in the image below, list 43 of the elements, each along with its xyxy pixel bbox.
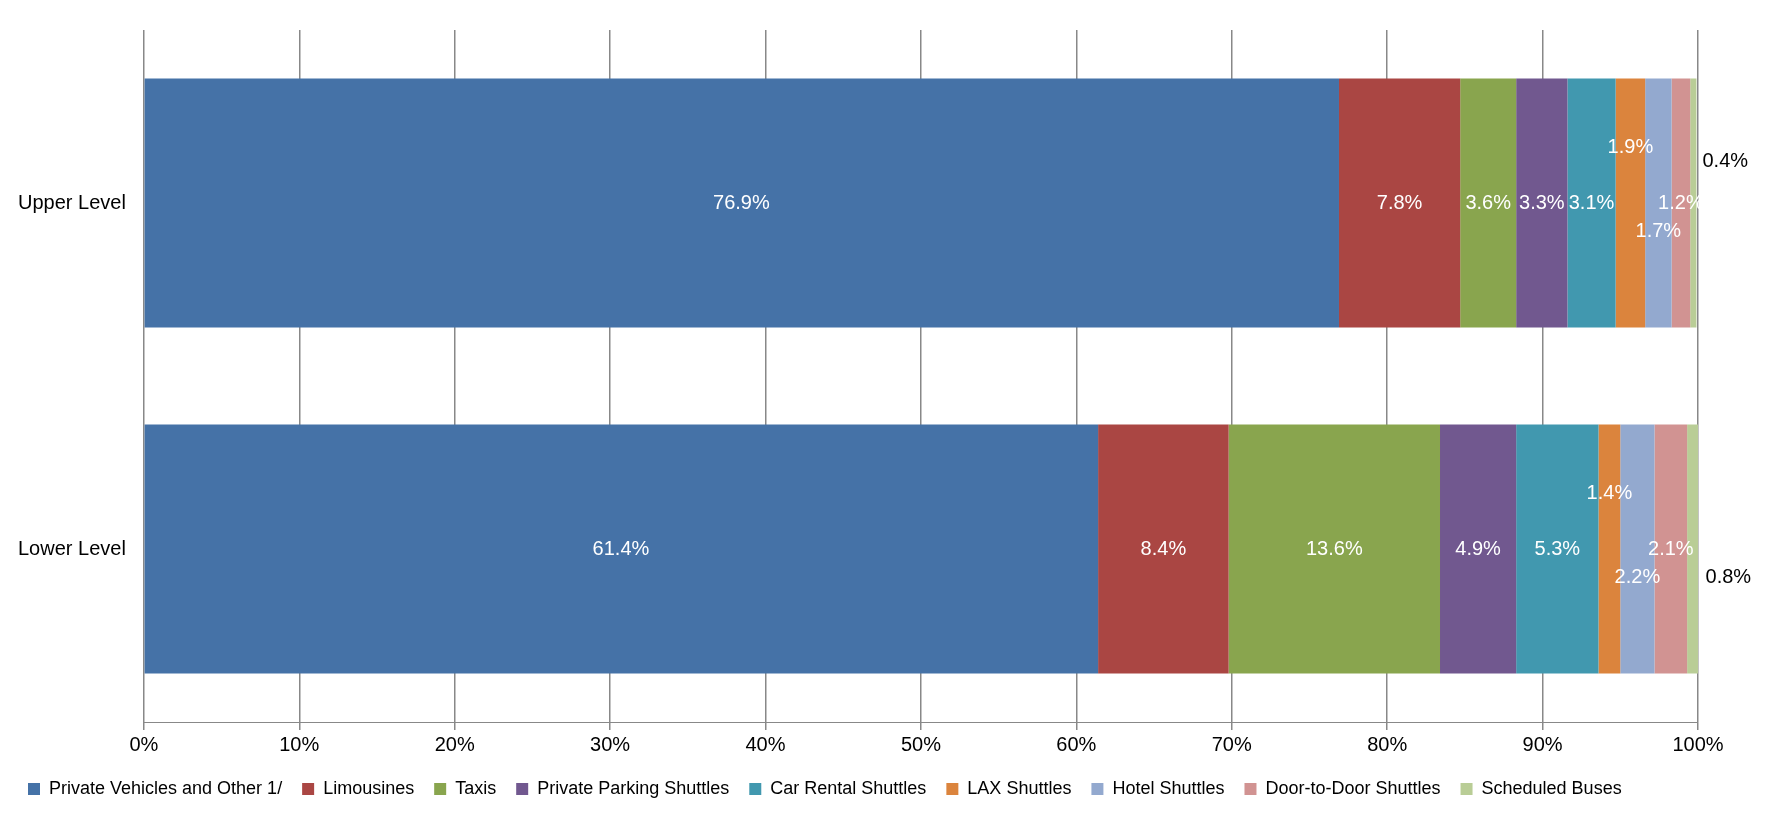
x-tick-label: 70%: [1211, 732, 1252, 755]
data-label: 3.3%: [1519, 190, 1565, 213]
legend-label: LAX Shuttles: [967, 777, 1072, 798]
data-label: 0.4%: [1702, 148, 1749, 171]
x-tick-label: 50%: [900, 732, 942, 755]
data-label: 0.8%: [1705, 564, 1752, 587]
bar: [144, 424, 1099, 674]
x-tick-label: 80%: [1367, 732, 1408, 755]
legend-label: Scheduled Buses: [1481, 777, 1622, 798]
data-label: 8.4%: [1140, 536, 1187, 559]
x-tick-label: 40%: [745, 732, 786, 755]
bar: [144, 78, 1339, 328]
data-label: 3.6%: [1465, 190, 1512, 213]
x-tick-label: 20%: [434, 732, 475, 755]
x-tick-label: 60%: [1056, 732, 1097, 755]
bar: [1338, 78, 1461, 328]
x-tick-label: 90%: [1522, 732, 1563, 755]
bar: [1228, 424, 1441, 674]
legend-label: Limousines: [323, 777, 415, 798]
legend-label: Car Rental Shuttles: [770, 777, 927, 798]
legend-label: Private Vehicles and Other 1/: [49, 777, 283, 798]
x-tick-label: 0%: [129, 732, 159, 755]
bar: [1098, 424, 1229, 674]
legend-label: Private Parking Shuttles: [537, 777, 730, 798]
data-label: 76.9%: [713, 190, 770, 213]
data-label: 3.1%: [1568, 190, 1615, 213]
data-label: 13.6%: [1305, 536, 1363, 559]
legend-label: Hotel Shuttles: [1112, 777, 1225, 798]
y-tick-label: Lower Level: [18, 536, 126, 559]
data-label: 5.3%: [1534, 536, 1581, 559]
data-label: 1.4%: [1586, 480, 1633, 503]
data-label: 7.8%: [1376, 190, 1423, 213]
legend-label: Door-to-Door Shuttles: [1265, 777, 1441, 798]
legend-label: Taxis: [455, 777, 497, 798]
x-tick-label: 100%: [1672, 732, 1724, 755]
y-tick-label: Upper Level: [18, 190, 126, 213]
data-label: 61.4%: [592, 536, 650, 559]
bar: [1440, 424, 1517, 674]
bar: [1460, 78, 1517, 328]
x-tick-label: 10%: [279, 732, 320, 755]
bar: [1516, 78, 1568, 328]
x-tick-label: 30%: [590, 732, 631, 755]
data-label: 4.9%: [1455, 536, 1502, 559]
